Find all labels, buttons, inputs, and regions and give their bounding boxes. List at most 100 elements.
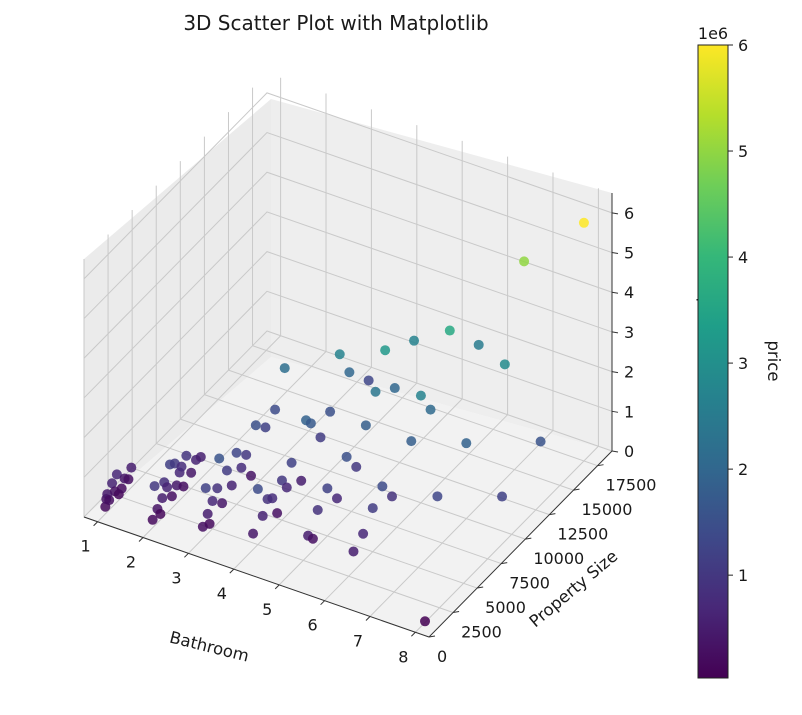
data-point xyxy=(147,514,158,525)
data-point xyxy=(126,462,137,473)
data-point xyxy=(348,546,359,557)
data-point xyxy=(341,451,352,462)
x-tick-mark xyxy=(365,616,371,621)
data-point xyxy=(270,404,281,415)
data-point xyxy=(519,256,530,267)
data-point xyxy=(200,483,211,494)
x-tick-mark xyxy=(411,631,416,637)
x-tick-label: 7 xyxy=(353,631,363,650)
data-point xyxy=(248,528,259,539)
data-point xyxy=(276,475,287,486)
x-tick-label: 2 xyxy=(126,553,136,572)
data-point xyxy=(322,483,333,494)
y-tick-mark xyxy=(597,464,604,467)
y-tick-mark xyxy=(525,537,532,540)
data-point xyxy=(166,491,177,502)
data-point xyxy=(351,461,362,472)
data-point xyxy=(279,363,290,374)
y-tick-label: 2500 xyxy=(461,623,502,642)
data-point xyxy=(307,533,318,544)
data-point xyxy=(204,518,215,529)
data-point xyxy=(207,496,218,507)
data-point xyxy=(181,450,192,461)
data-point xyxy=(202,508,213,519)
x-tick-mark xyxy=(229,568,235,574)
data-point xyxy=(241,449,252,460)
grid-line-z-3 xyxy=(83,211,613,399)
colorbar-label: price xyxy=(764,340,783,381)
data-point xyxy=(155,508,166,519)
z-tick-label: 2 xyxy=(624,363,634,382)
data-point xyxy=(358,528,369,539)
z-tick-mark xyxy=(611,252,619,255)
data-point xyxy=(252,484,263,495)
y-tick-label: 15000 xyxy=(581,500,632,519)
x-tick-mark xyxy=(320,600,325,606)
y-tick-mark xyxy=(501,562,508,565)
z-tick-label: 6 xyxy=(624,204,634,223)
grid-line-z-6 xyxy=(83,92,613,280)
z-tick-mark xyxy=(611,410,619,413)
data-point xyxy=(162,482,173,493)
data-point xyxy=(344,367,355,378)
data-point xyxy=(231,447,242,458)
data-point xyxy=(370,386,381,397)
data-point xyxy=(380,345,391,356)
x-axis-label: Bathroom xyxy=(168,628,251,666)
data-point xyxy=(409,335,420,346)
z-tick-label: 4 xyxy=(624,283,634,302)
data-point xyxy=(111,469,122,480)
data-point xyxy=(186,467,197,478)
left-wall-pane xyxy=(84,99,271,517)
z-tick-mark xyxy=(611,331,619,334)
data-point xyxy=(578,217,589,228)
y-tick-label: 17500 xyxy=(606,476,657,495)
z-tick-label: 5 xyxy=(624,244,634,263)
data-point xyxy=(499,359,510,370)
data-point xyxy=(535,436,546,447)
data-point xyxy=(334,349,345,360)
x-tick-label: 1 xyxy=(81,537,91,556)
colorbar-tick-label: 4 xyxy=(738,248,748,267)
data-point xyxy=(415,390,426,401)
data-point xyxy=(312,505,323,516)
data-point xyxy=(305,418,316,429)
back-wall-pane xyxy=(271,99,612,451)
z-tick-mark xyxy=(611,291,619,294)
data-point xyxy=(444,325,455,336)
data-point xyxy=(246,470,257,481)
data-point xyxy=(195,451,206,462)
y-tick-label: 12500 xyxy=(557,525,608,544)
data-point xyxy=(214,453,225,464)
data-point xyxy=(286,457,297,468)
data-point xyxy=(226,480,237,491)
colorbar-tick-label: 5 xyxy=(738,142,748,161)
x-axis-line xyxy=(83,516,430,638)
data-point xyxy=(178,481,189,492)
data-point xyxy=(367,503,378,514)
grid-line-z-5 xyxy=(83,131,613,319)
data-point xyxy=(325,406,336,417)
x-tick-mark xyxy=(138,537,144,542)
z-tick-mark xyxy=(611,450,619,453)
z-tick-mark xyxy=(611,371,619,374)
x-tick-mark xyxy=(274,584,280,590)
x-tick-label: 8 xyxy=(398,647,408,666)
data-point xyxy=(432,491,443,502)
data-point xyxy=(221,465,232,476)
z-tick-label: 1 xyxy=(624,402,634,421)
colorbar-tick-label: 2 xyxy=(738,460,748,479)
x-tick-label: 5 xyxy=(262,600,272,619)
y-tick-label: 0 xyxy=(437,647,447,666)
y-axis-line xyxy=(428,450,613,638)
data-point xyxy=(281,482,292,493)
data-point xyxy=(377,481,388,492)
colorbar-multiplier: 1e6 xyxy=(698,24,728,43)
colorbar-tick-label: 3 xyxy=(738,354,748,373)
data-point xyxy=(360,420,371,431)
data-point xyxy=(149,481,160,492)
data-point xyxy=(257,510,268,521)
data-point xyxy=(176,461,187,472)
y-tick-label: 5000 xyxy=(485,598,526,617)
data-point xyxy=(104,495,115,506)
